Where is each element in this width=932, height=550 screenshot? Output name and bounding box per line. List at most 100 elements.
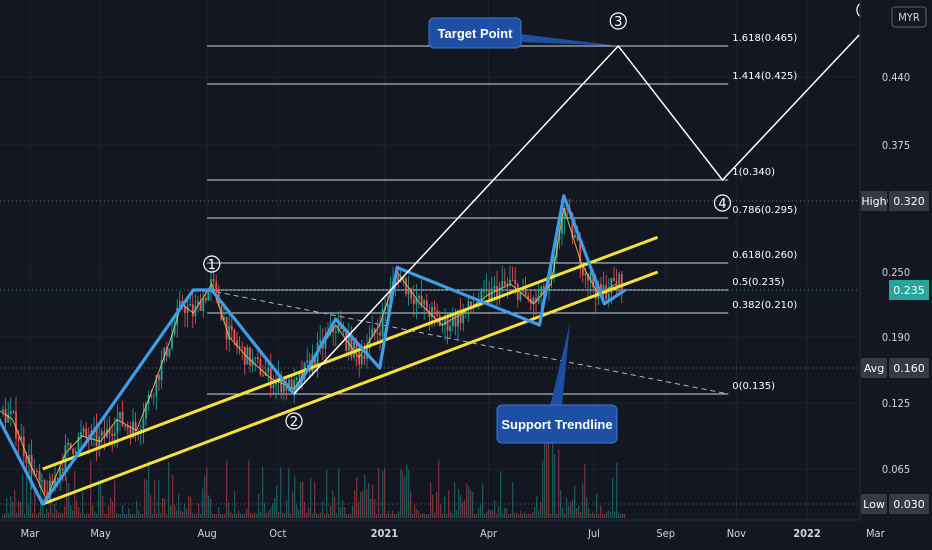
candle-body [77, 436, 80, 451]
time-axis[interactable] [0, 519, 932, 550]
volume-bar [62, 513, 64, 518]
candle-body [610, 277, 613, 294]
candle-body [334, 331, 337, 333]
candle-body [163, 347, 166, 361]
volume-bar [4, 513, 6, 518]
candle-body [561, 217, 563, 234]
candle-body [350, 333, 353, 358]
candle-body [615, 281, 618, 288]
candle-body [236, 340, 238, 347]
volume-bar [276, 485, 278, 518]
volume-bar [152, 513, 154, 518]
volume-bar [460, 495, 462, 518]
volume-bar [232, 513, 234, 518]
volume-bar [126, 513, 128, 518]
candle-body [134, 421, 137, 432]
zigzag-path [0, 194, 627, 506]
volume-bar [102, 495, 104, 518]
volume-bar [530, 513, 532, 518]
volume-bar [204, 476, 206, 518]
price-line-path [0, 207, 617, 501]
volume-bar [74, 471, 76, 518]
price-tags: High 0.320 Avg 0.160 Low 0.030 0.235 [861, 191, 929, 514]
volume-bar [60, 513, 62, 518]
price-tag-high-name: High [861, 195, 886, 208]
volume-bar [290, 513, 292, 518]
volume-bar [242, 513, 244, 518]
volume-bar [12, 501, 14, 518]
candle-body [459, 310, 462, 323]
volume-bar [260, 511, 262, 518]
volume-bar [390, 513, 392, 518]
volume-bar [272, 503, 274, 518]
candle-body [368, 337, 371, 349]
volume-bar [410, 491, 412, 518]
price-tick-label: 0.375 [882, 139, 910, 152]
volume-bar [624, 513, 626, 518]
time-tick-label: Aug [198, 527, 217, 540]
candle-body [17, 438, 20, 440]
candle-body [537, 296, 540, 303]
volume-bar [314, 481, 316, 518]
volume-bar [312, 513, 314, 518]
price-tag-avg-name-box [861, 358, 887, 378]
candle-body [493, 285, 496, 289]
candle-body [168, 348, 171, 357]
candle-body [295, 377, 298, 380]
volume-bar [378, 468, 380, 518]
volume-bar [56, 510, 58, 518]
volume-bar [176, 510, 178, 518]
currency-box [891, 6, 927, 28]
volume-bar [280, 467, 282, 518]
volume-bar [194, 513, 196, 518]
volume-bar [470, 489, 472, 518]
volume-bar [532, 511, 534, 518]
candle-body [490, 288, 493, 299]
volume-bar [592, 511, 594, 518]
candle-body [100, 431, 103, 437]
volume-bar [468, 485, 470, 518]
volume-bar [266, 513, 268, 518]
candle-body [397, 276, 400, 282]
price-tick-label: 0.440 [882, 71, 910, 84]
time-tick-label: Nov [727, 527, 746, 540]
price-axis[interactable]: MYR [859, 0, 932, 520]
volume-bar [142, 513, 144, 518]
candle-body [449, 326, 452, 331]
support-line [42, 235, 659, 471]
volume-bar [360, 492, 362, 518]
volume-bar [208, 495, 210, 518]
volume-bar [20, 501, 22, 518]
volume-bar [342, 500, 344, 518]
projection-path-line [293, 34, 860, 395]
volume-bar [108, 506, 110, 518]
volume-bar [434, 512, 436, 518]
volume-bar [90, 459, 92, 518]
volume-bar [224, 513, 226, 518]
volume-bar [368, 483, 370, 518]
volume-bar [44, 513, 46, 518]
wave-label: 3 [614, 15, 622, 30]
volume-bar [222, 513, 224, 518]
volume-bar [614, 511, 616, 518]
volume-bar [116, 512, 118, 518]
volume-bar [294, 475, 296, 518]
candle-body [246, 347, 249, 365]
candle-body [7, 413, 10, 423]
volume-bar [70, 505, 72, 518]
volume-bar [238, 510, 240, 518]
volume-bar [78, 507, 80, 518]
candle-body [496, 285, 498, 300]
volume-bar [494, 500, 496, 518]
candle-body [186, 305, 189, 313]
volume-bar [338, 468, 340, 518]
target-point-box [428, 17, 522, 49]
time-tick-label: Oct [269, 527, 286, 540]
candle-body [540, 286, 543, 297]
volume-bar [274, 498, 276, 518]
volume-bar [104, 514, 106, 518]
volume-bar [376, 513, 378, 518]
volume-bar [472, 491, 474, 518]
candle-body [121, 412, 124, 426]
